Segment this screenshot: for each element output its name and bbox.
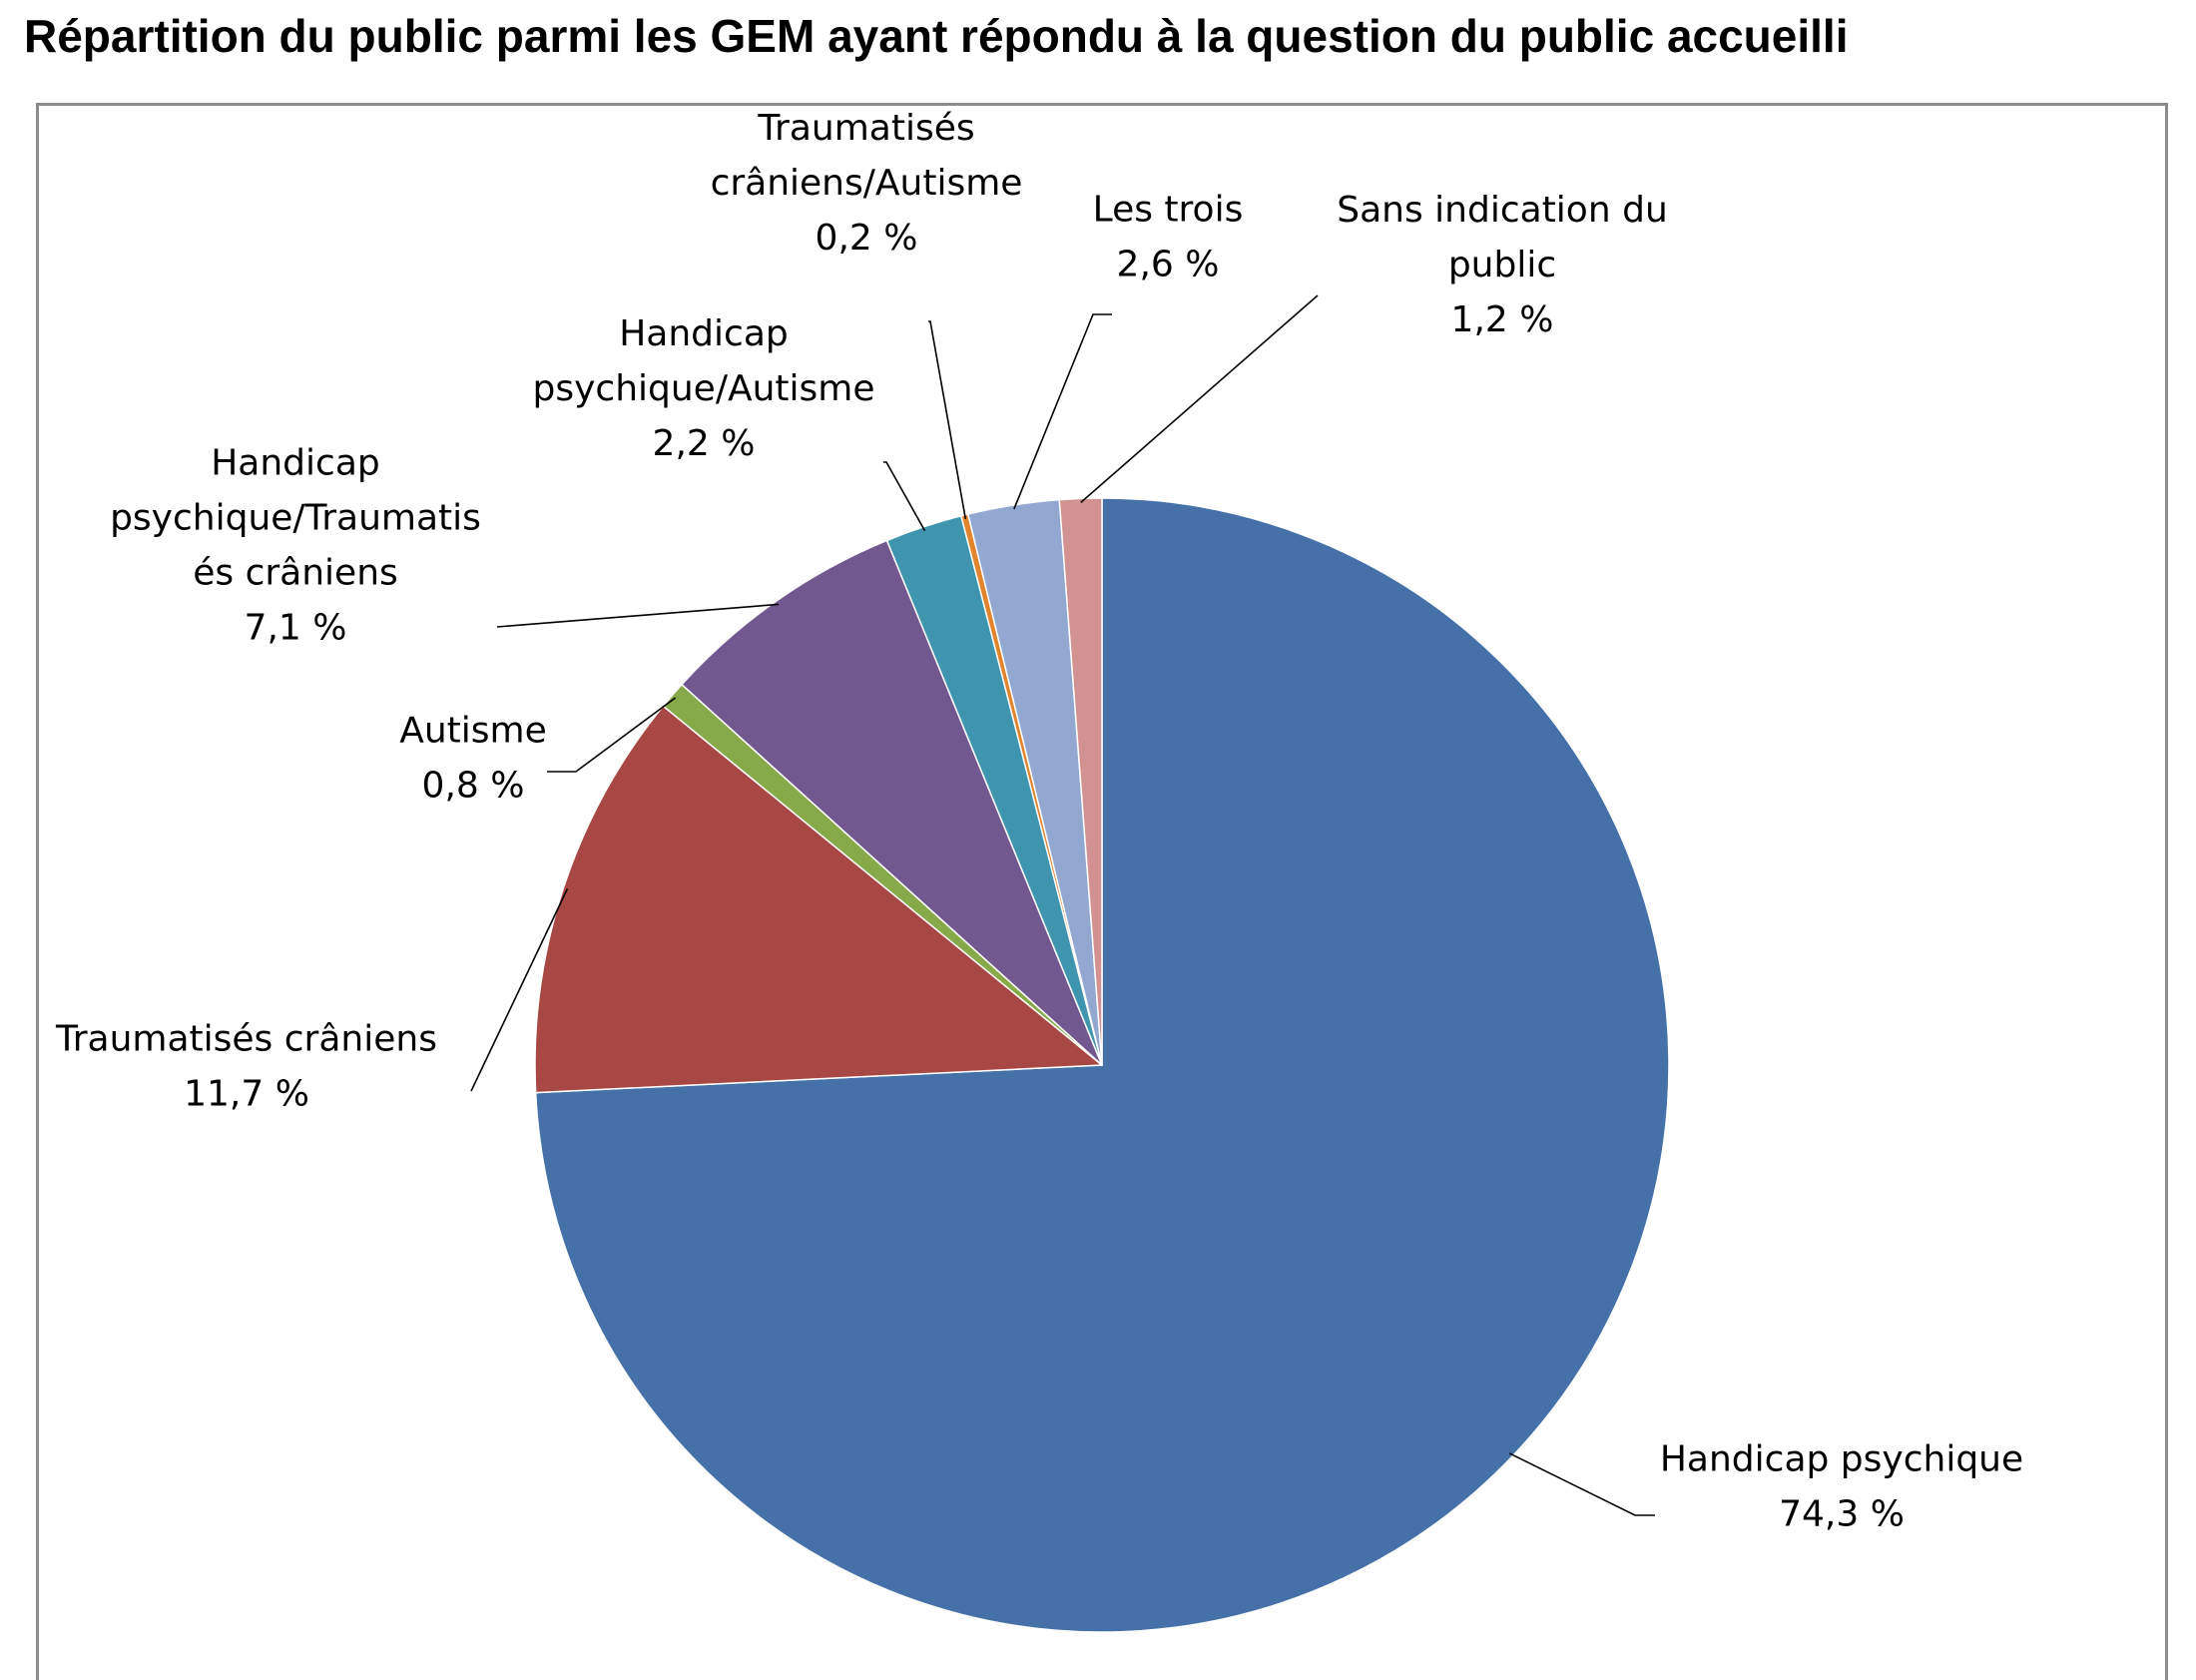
leader-line-handicap-psychique-autisme: [883, 461, 926, 532]
chart-title: Répartition du public parmi les GEM ayan…: [24, 10, 1849, 62]
slice-labels: Handicap psychique 74,3 % Traumatisés crân…: [55, 108, 2023, 1535]
slice-category-label: és crâniens: [193, 553, 398, 594]
pie-slice-traumatises-craniens: [534, 705, 1103, 1094]
slice-value-label: 7,1 %: [245, 608, 347, 649]
slice-label-handicap-psychique-autisme: Handicap psychique/Autisme 2,2 %: [532, 313, 874, 464]
slice-category-label: Traumatisés: [757, 108, 974, 149]
chart-area-frame: [36, 103, 2168, 1680]
leader-line-handicap-psychique: [1509, 1452, 1655, 1516]
slice-category-label: Handicap psychique: [1660, 1439, 2023, 1480]
slice-category-label: Sans indication du: [1337, 190, 1668, 231]
leader-line-les-trois: [1013, 313, 1112, 510]
slice-value-label: 11,7 %: [184, 1074, 309, 1115]
pie-slices: [534, 497, 1670, 1633]
slice-category-label: Traumatisés crâniens: [55, 1019, 437, 1060]
slice-label-handicap-psychique-traumatises-craniens: Handicap psychique/Traumatis és crâniens 7,…: [110, 443, 481, 649]
slice-category-label: Handicap: [619, 313, 789, 354]
leader-lines: [470, 294, 1655, 1516]
slice-category-label: Autisme: [399, 711, 547, 752]
slice-label-traumatises-craniens-autisme: Traumatisés crâniens/Autisme 0,2 %: [711, 108, 1023, 259]
slice-value-label: 0,8 %: [422, 766, 525, 807]
slice-category-label: psychique/Autisme: [532, 368, 874, 409]
slice-category-label: crâniens/Autisme: [711, 163, 1023, 204]
leader-line-sans-indication-du-public: [1080, 294, 1319, 504]
leader-line-traumatises-craniens: [470, 888, 569, 1092]
slice-category-label: psychique/Traumatis: [110, 498, 481, 539]
slice-value-label: 1,2 %: [1451, 299, 1554, 340]
slice-value-label: 0,2 %: [816, 218, 918, 259]
slice-label-traumatises-craniens: Traumatisés crâniens 11,7 %: [55, 1019, 437, 1115]
leader-line-handicap-psychique-traumatises-craniens: [496, 603, 780, 628]
slice-category-label: public: [1448, 245, 1556, 285]
slice-category-label: Handicap: [211, 443, 380, 484]
pie-slice-sans-indication-du-public: [1058, 497, 1103, 1066]
slice-label-autisme: Autisme 0,8 %: [399, 711, 547, 807]
leader-line-traumatises-craniens-autisme: [928, 320, 967, 519]
slice-value-label: 2,2 %: [653, 423, 756, 464]
slice-label-handicap-psychique: Handicap psychique 74,3 %: [1660, 1439, 2023, 1535]
slice-label-sans-indication-du-public: Sans indication du public 1,2 %: [1337, 190, 1668, 340]
slice-category-label: Les trois: [1093, 190, 1244, 231]
leader-line-autisme: [547, 697, 677, 773]
pie-slice-handicap-psychique-traumatises-craniens: [681, 539, 1103, 1066]
slice-value-label: 2,6 %: [1117, 245, 1220, 285]
slice-label-les-trois: Les trois 2,6 %: [1093, 190, 1244, 285]
slice-value-label: 74,3 %: [1779, 1494, 1905, 1535]
